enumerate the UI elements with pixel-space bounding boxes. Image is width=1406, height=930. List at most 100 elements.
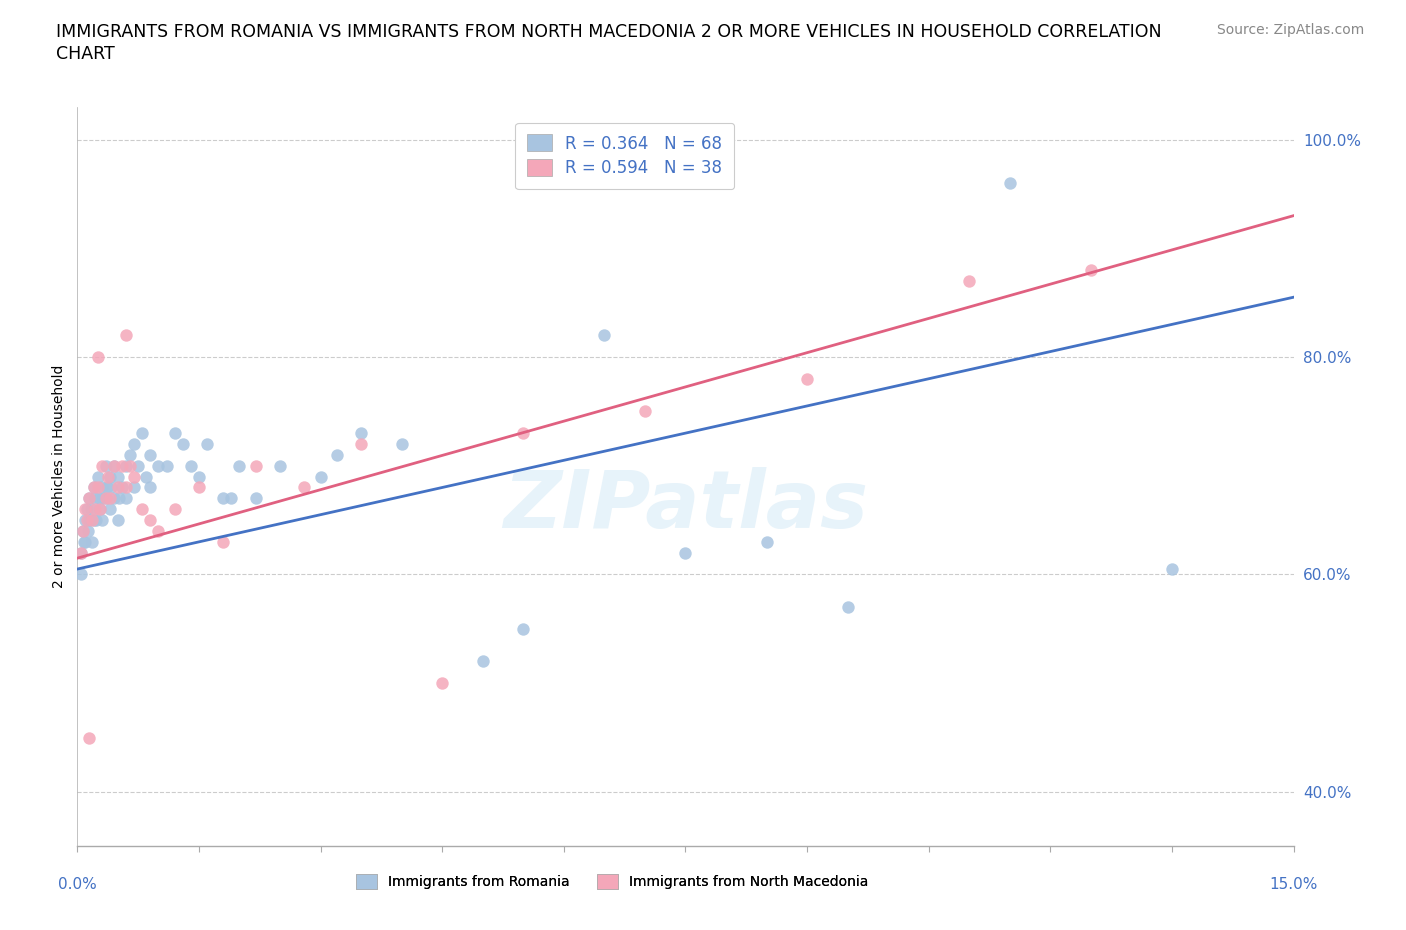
Point [188, 480, 211, 495]
Point [96, 480, 118, 495]
Point [309, 469, 332, 484]
Text: 0.0%: 0.0% [58, 877, 97, 892]
Point [122, 480, 145, 495]
Point [122, 436, 145, 451]
Point [83, 512, 105, 527]
Point [94, 491, 117, 506]
Text: 15.0%: 15.0% [1270, 877, 1317, 892]
Point [245, 458, 267, 473]
Point [634, 404, 657, 418]
Point [139, 512, 162, 527]
Point [84, 502, 107, 517]
Point [70, 545, 93, 560]
Point [195, 436, 218, 451]
Point [115, 480, 138, 495]
Point [131, 502, 153, 517]
Point [103, 458, 125, 473]
Point [139, 447, 162, 462]
Text: IMMIGRANTS FROM ROMANIA VS IMMIGRANTS FROM NORTH MACEDONIA 2 OR MORE VEHICLES IN: IMMIGRANTS FROM ROMANIA VS IMMIGRANTS FR… [56, 23, 1161, 41]
Point [75, 512, 97, 527]
Point [91, 491, 114, 506]
Point [245, 491, 267, 506]
Point [135, 469, 157, 484]
Point [75, 502, 97, 517]
Point [107, 469, 129, 484]
Point [73, 535, 96, 550]
Point [94, 491, 117, 506]
Point [115, 491, 138, 506]
Point [111, 458, 134, 473]
Point [350, 436, 373, 451]
Point [76, 512, 98, 527]
Point [94, 458, 117, 473]
Point [90, 458, 112, 473]
Point [72, 524, 94, 538]
Point [79, 512, 101, 527]
Point [512, 426, 534, 441]
Point [79, 491, 101, 506]
Point [90, 512, 112, 527]
Point [70, 545, 93, 560]
Point [269, 458, 291, 473]
Point [89, 502, 111, 517]
Point [79, 730, 101, 745]
Point [115, 458, 138, 473]
Point [228, 458, 250, 473]
Text: Source: ZipAtlas.com: Source: ZipAtlas.com [1216, 23, 1364, 37]
Point [172, 436, 194, 451]
Point [139, 480, 162, 495]
Point [75, 535, 97, 550]
Point [111, 480, 134, 495]
Point [292, 480, 315, 495]
Point [391, 436, 413, 451]
Point [131, 426, 153, 441]
Point [107, 480, 129, 495]
Point [180, 458, 202, 473]
Point [86, 469, 108, 484]
Point [1080, 262, 1102, 277]
Point [76, 524, 98, 538]
Point [148, 524, 170, 538]
Point [80, 502, 103, 517]
Point [98, 469, 121, 484]
Point [755, 535, 778, 550]
Point [90, 480, 112, 495]
Point [98, 502, 121, 517]
Point [212, 535, 235, 550]
Point [83, 480, 105, 495]
Point [86, 350, 108, 365]
Point [675, 545, 697, 560]
Legend: Immigrants from Romania, Immigrants from North Macedonia: Immigrants from Romania, Immigrants from… [350, 869, 875, 895]
Point [72, 524, 94, 538]
Point [103, 458, 125, 473]
Point [97, 469, 120, 484]
Point [80, 512, 103, 527]
Point [593, 328, 616, 343]
Point [998, 176, 1021, 191]
Point [148, 458, 170, 473]
Text: CHART: CHART [56, 45, 115, 62]
Point [118, 447, 141, 462]
Point [103, 491, 125, 506]
Point [796, 371, 818, 386]
Point [163, 426, 186, 441]
Point [212, 491, 235, 506]
Y-axis label: 2 or more Vehicles in Household: 2 or more Vehicles in Household [52, 365, 66, 589]
Text: ZIPatlas: ZIPatlas [503, 467, 868, 545]
Point [957, 273, 980, 288]
Point [70, 567, 93, 582]
Point [188, 469, 211, 484]
Point [100, 480, 122, 495]
Point [430, 676, 453, 691]
Point [512, 621, 534, 636]
Point [350, 426, 373, 441]
Point [107, 512, 129, 527]
Point [471, 654, 494, 669]
Point [80, 535, 103, 550]
Point [118, 458, 141, 473]
Point [127, 458, 149, 473]
Point [221, 491, 243, 506]
Point [837, 600, 859, 615]
Point [115, 328, 138, 343]
Point [122, 469, 145, 484]
